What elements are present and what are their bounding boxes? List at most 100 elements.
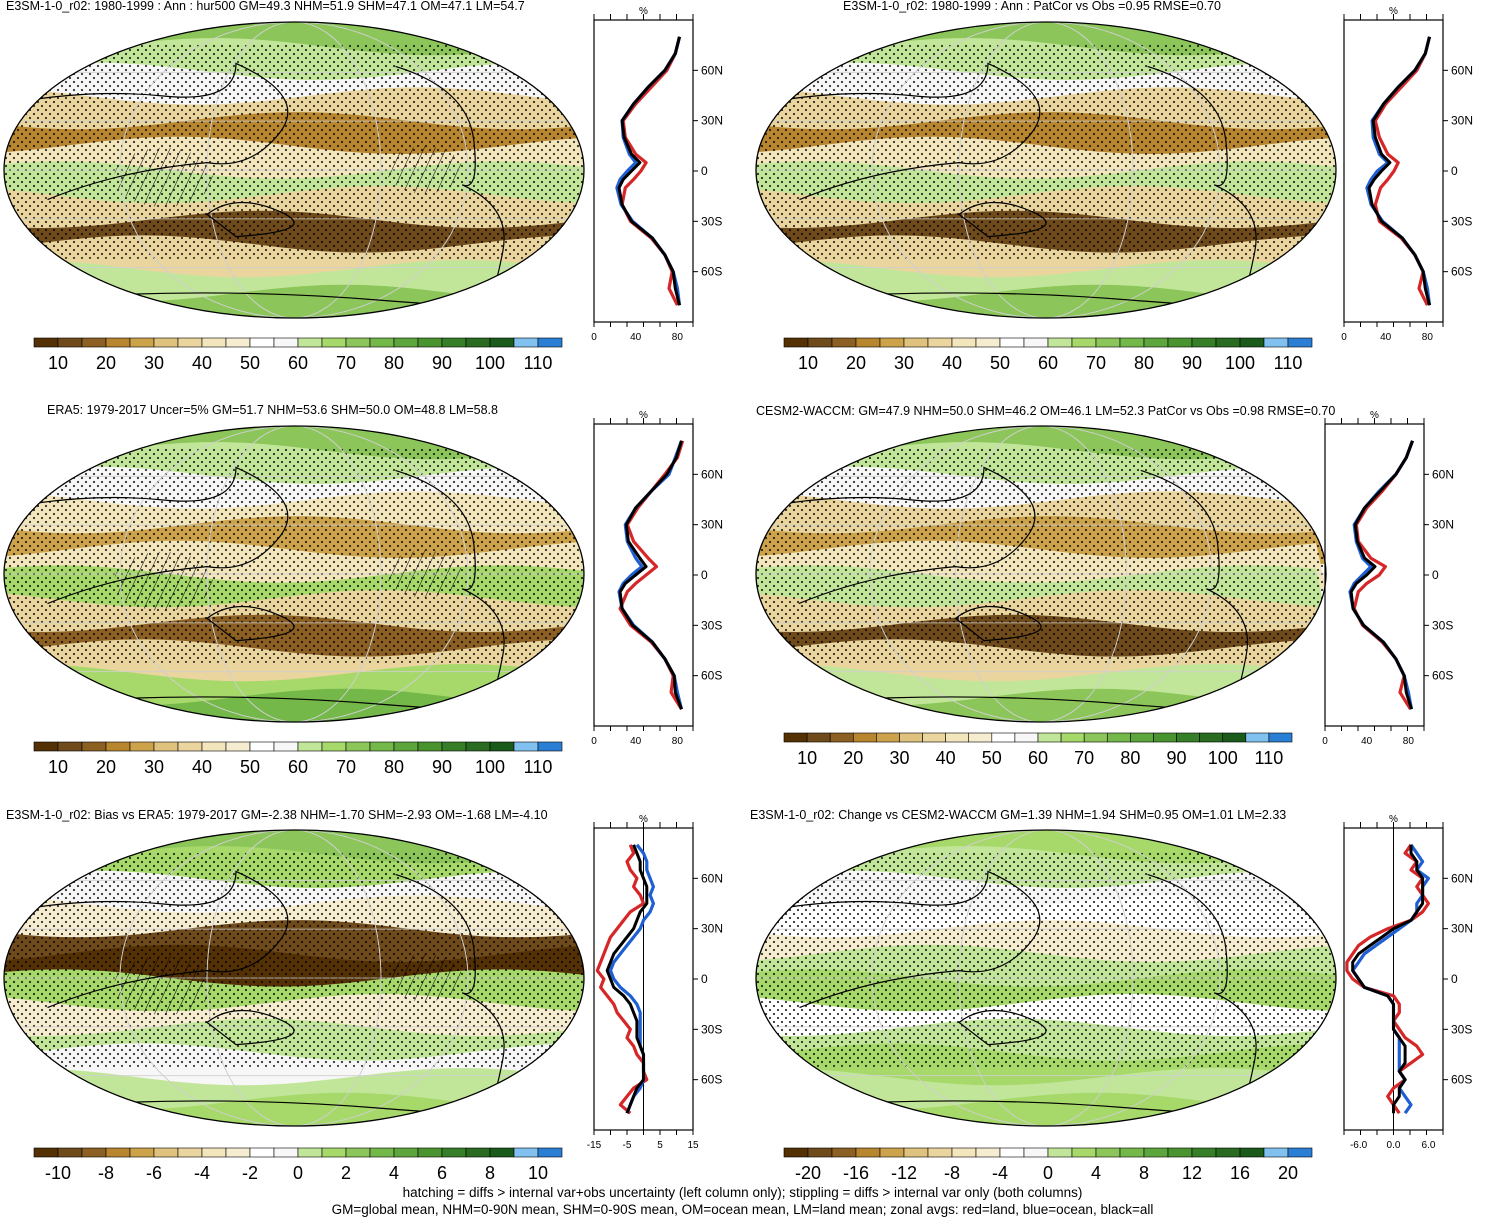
- colorbar-swatch: [1263, 337, 1289, 348]
- lat-tick-label: 30S: [1451, 214, 1472, 228]
- x-tick-label: 0: [591, 332, 597, 343]
- colorbar-label: -12: [891, 1163, 917, 1183]
- colorbar-label: 20: [1278, 1163, 1298, 1183]
- colorbar-swatch: [513, 337, 539, 348]
- series-all-line: [618, 440, 683, 710]
- colorbar-swatch: [513, 741, 539, 752]
- colorbar-label: 2: [341, 1163, 351, 1183]
- lat-tick-label: 60N: [1451, 871, 1473, 885]
- colorbar-label: 80: [384, 757, 404, 777]
- map-reference: [755, 425, 1327, 723]
- colorbar-swatch: [441, 337, 467, 348]
- colorbar-label: 20: [846, 353, 866, 373]
- lat-tick-label: 30S: [701, 618, 722, 632]
- colorbar-swatch: [297, 741, 323, 752]
- colorbar-label: 40: [192, 353, 212, 373]
- colorbar-swatch: [1199, 732, 1224, 743]
- colorbar-obs: 10 20 30 40 50 60 70 80 90 100 110: [33, 741, 563, 777]
- x-tick-label: 40: [1380, 332, 1392, 343]
- colorbar-label: 40: [192, 757, 212, 777]
- colorbar-swatch: [1037, 732, 1062, 743]
- colorbar-swatch: [1143, 337, 1169, 348]
- colorbar-label: -8: [944, 1163, 960, 1183]
- colorbar-label: 8: [1139, 1163, 1149, 1183]
- colorbar-swatch: [999, 337, 1025, 348]
- colorbar-swatch: [1095, 337, 1121, 348]
- colorbar-swatch: [177, 337, 203, 348]
- x-tick-label: 40: [1361, 736, 1373, 747]
- colorbar-swatch: [417, 1147, 443, 1158]
- colorbar-label: 40: [936, 748, 956, 768]
- colorbar-swatch: [783, 337, 809, 348]
- colorbar-label: 110: [524, 353, 553, 373]
- colorbar-swatch: [945, 732, 970, 743]
- series-all-line: [1367, 36, 1431, 306]
- panel-title-model: E3SM-1-0_r02: 1980-1999 : Ann : hur500 G…: [6, 0, 525, 13]
- series-ocean-line: [1348, 440, 1415, 710]
- colorbar-swatch: [1215, 337, 1241, 348]
- colorbar-label: 100: [1208, 748, 1238, 768]
- zonal-plot-model-patcor: % 60N 30N 0 30S 60S 0 40 80: [1341, 6, 1473, 343]
- colorbar-swatch: [225, 1147, 251, 1158]
- lat-tick-label: 60N: [701, 467, 723, 481]
- x-tick-label: 0: [1322, 736, 1328, 747]
- colorbar-swatch: [991, 732, 1016, 743]
- colorbar-swatch: [321, 1147, 347, 1158]
- map-model: [3, 21, 585, 319]
- colorbar-swatch: [129, 741, 155, 752]
- colorbar-label: 90: [432, 757, 452, 777]
- colorbar-swatch: [441, 1147, 467, 1158]
- colorbar-bias: -10 -8 -6 -4 -2 0 2 4 6 8 10: [33, 1147, 563, 1183]
- zonal-plot-model: % 60N 30N 0 30S 60S 0 40 80: [591, 6, 723, 343]
- colorbar-swatch: [1071, 1147, 1097, 1158]
- colorbar-swatch: [441, 741, 467, 752]
- colorbar-swatch: [537, 337, 563, 348]
- colorbar-swatch: [1239, 1147, 1265, 1158]
- colorbar-label: -10: [45, 1163, 71, 1183]
- colorbar-swatch: [1047, 1147, 1073, 1158]
- lat-tick-label: 0: [1451, 972, 1458, 986]
- colorbar-swatch: [105, 1147, 131, 1158]
- lat-tick-label: 0: [1432, 568, 1439, 582]
- colorbar-swatch: [81, 337, 107, 348]
- series-all-line: [605, 844, 649, 1114]
- colorbar-swatch: [273, 1147, 299, 1158]
- map-model-patcor: [755, 21, 1337, 319]
- colorbar-label: 8: [485, 1163, 495, 1183]
- colorbar-swatch: [489, 741, 515, 752]
- panel-title-obs: ERA5: 1979-2017 Uncer=5% GM=51.7 NHM=53.…: [47, 403, 498, 417]
- zonal-unit-label: %: [639, 6, 648, 17]
- colorbar-label: 12: [1182, 1163, 1202, 1183]
- colorbar-label: 70: [336, 757, 356, 777]
- colorbar-label: 4: [389, 1163, 399, 1183]
- colorbar-swatch: [177, 741, 203, 752]
- x-tick-label: -5: [623, 1140, 632, 1151]
- colorbar-swatch: [249, 1147, 275, 1158]
- colorbar-swatch: [1014, 732, 1039, 743]
- x-tick-label: 0: [1341, 332, 1347, 343]
- series-all-line: [1349, 440, 1414, 710]
- colorbar-label: 110: [1274, 353, 1303, 373]
- colorbar-swatch: [33, 741, 59, 752]
- colorbar-label: 110: [524, 757, 553, 777]
- lat-tick-label: 60S: [701, 1073, 722, 1087]
- colorbar-swatch: [81, 1147, 107, 1158]
- lat-tick-label: 30S: [701, 214, 722, 228]
- colorbar-swatch: [1071, 337, 1097, 348]
- lat-tick-label: 0: [701, 164, 708, 178]
- colorbar-swatch: [1239, 337, 1265, 348]
- map-bias: [3, 829, 585, 1127]
- colorbar-swatch: [489, 337, 515, 348]
- lat-tick-label: 60N: [1432, 467, 1454, 481]
- zonal-plot-change: % 60N 30N 0 30S 60S -6.0 0.0 6.0: [1343, 814, 1473, 1151]
- colorbar-swatch: [345, 741, 371, 752]
- colorbar-swatch: [1176, 732, 1200, 743]
- colorbar-swatch: [33, 337, 59, 348]
- colorbar-swatch: [1106, 732, 1131, 743]
- colorbar-swatch: [321, 741, 347, 752]
- colorbar-swatch: [105, 337, 131, 348]
- lat-tick-label: 60S: [701, 669, 722, 683]
- colorbar-swatch: [513, 1147, 539, 1158]
- colorbar-label: -6: [146, 1163, 162, 1183]
- colorbar-swatch: [153, 741, 179, 752]
